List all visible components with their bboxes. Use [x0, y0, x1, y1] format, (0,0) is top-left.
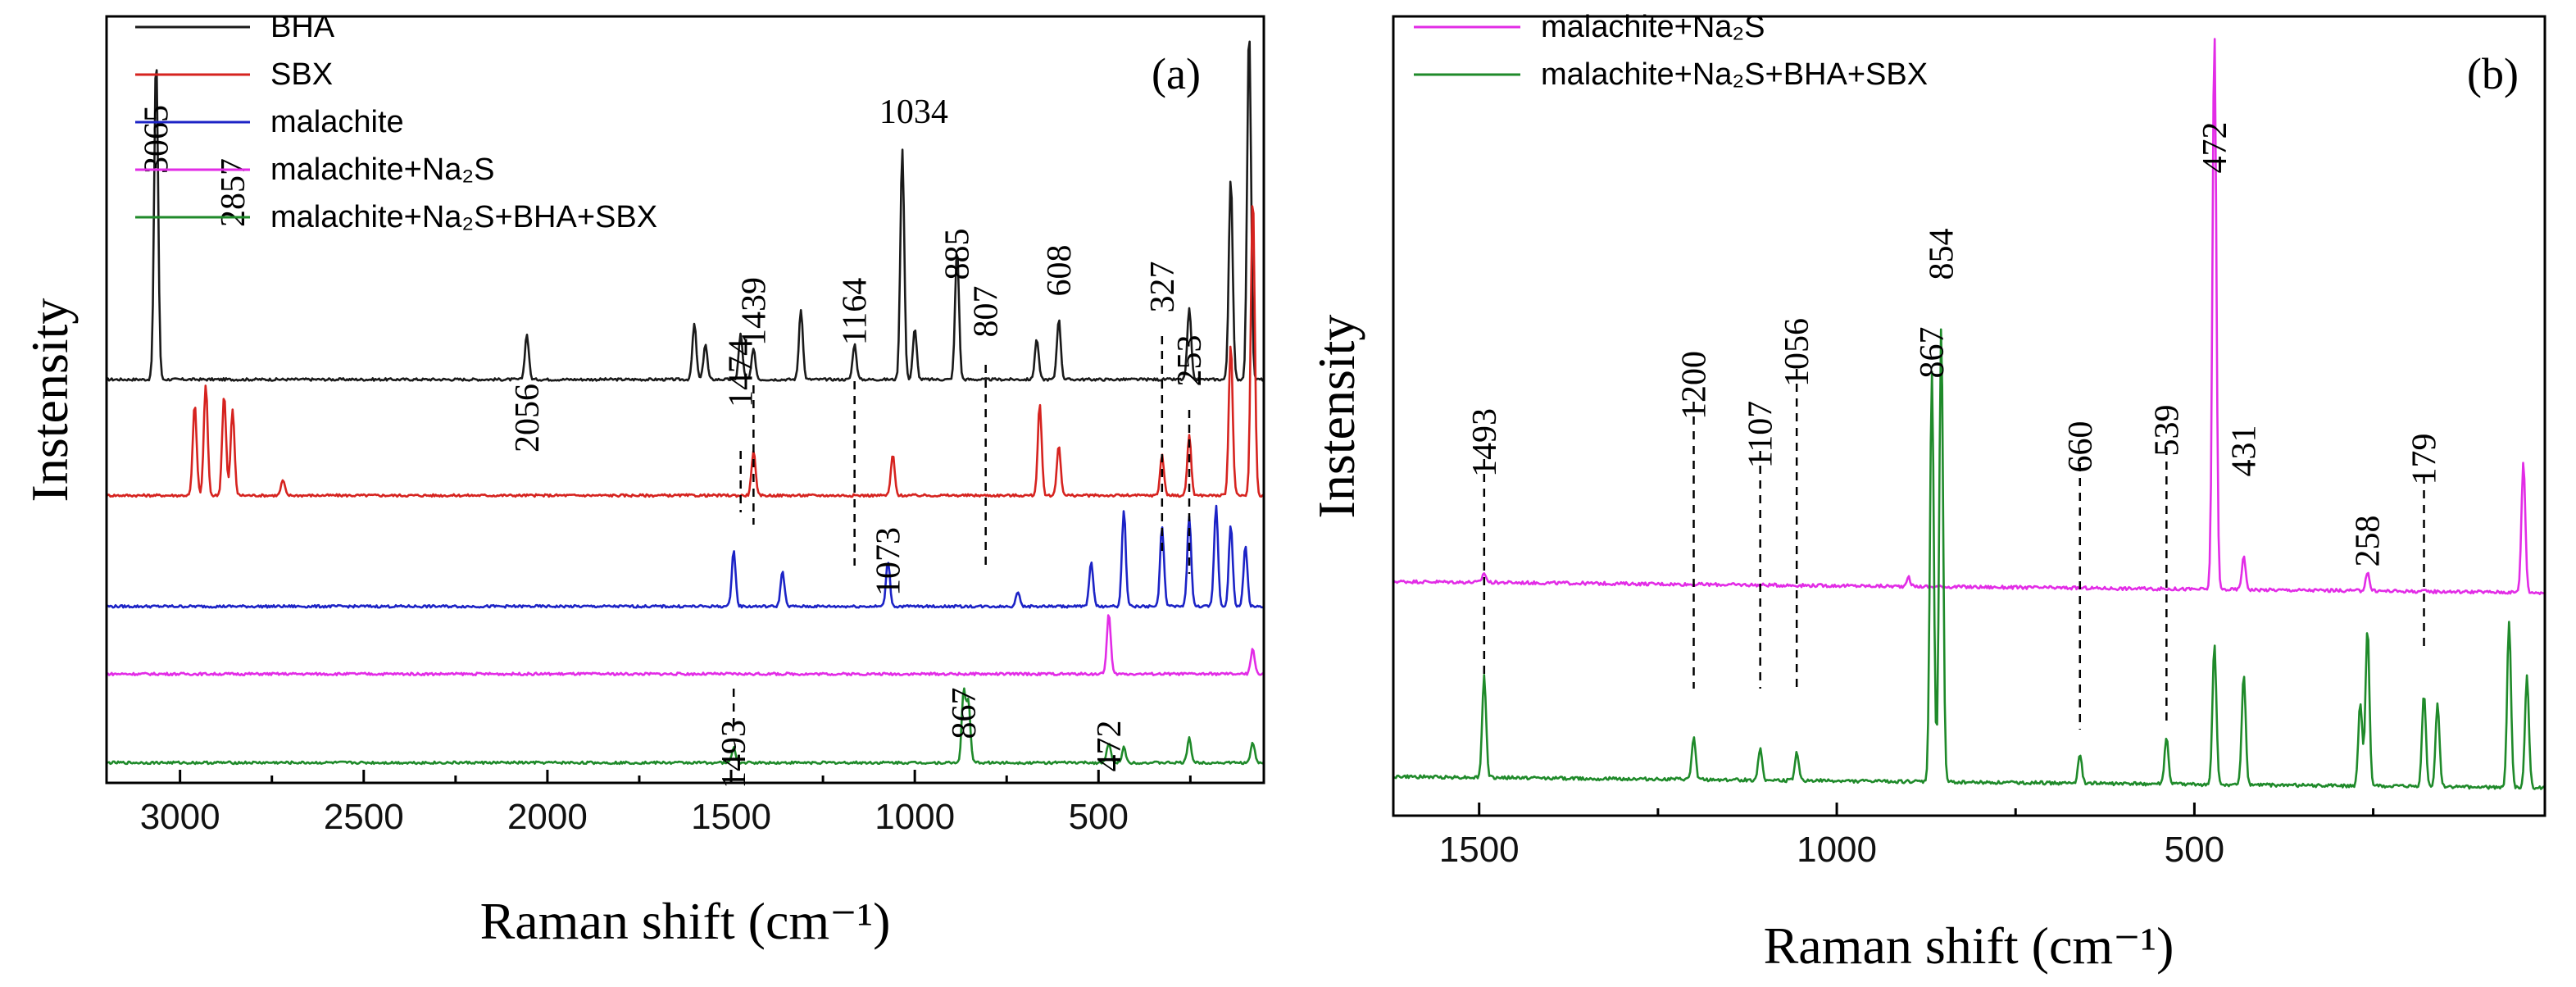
legend-label: malachite	[270, 105, 404, 139]
peak-label: 179	[2406, 434, 2444, 485]
peak-label: 1056	[1779, 318, 1816, 387]
panel-b-x-axis-label: Raman shift (cm⁻¹)	[1764, 916, 2174, 975]
series-line-sbx	[105, 205, 1265, 498]
legend-label: BHA	[270, 10, 335, 44]
panel-b-legend: malachite+Na₂S malachite+Na₂S+BHA+SBX	[1414, 10, 1928, 92]
peak-label: 253	[1171, 335, 1209, 387]
peak-label: 1439	[735, 277, 773, 346]
x-tick-label: 2500	[324, 797, 404, 837]
legend-label: malachite+Na₂S	[270, 152, 495, 187]
peak-label: 327	[1144, 262, 1182, 313]
peak-label: 1493	[716, 720, 753, 789]
peak-label: 431	[2226, 425, 2264, 477]
peak-label: 1107	[1742, 401, 1780, 468]
peak-label: 1200	[1676, 351, 1714, 420]
peak-label: 1474	[723, 339, 761, 407]
peak-label: 539	[2148, 405, 2186, 457]
peak-label: 854	[1923, 229, 1960, 280]
legend-label: SBX	[270, 57, 333, 92]
panel-b-label: (b)	[2467, 49, 2519, 98]
series-line-malachite	[106, 504, 1265, 609]
x-tick-label: 1500	[1439, 830, 1520, 870]
peak-label: 2056	[509, 384, 547, 453]
series-line-malachite-na-s-bha-sbx	[106, 687, 1265, 766]
panel-a-series-group	[105, 40, 1265, 766]
legend-label: malachite+Na₂S+BHA+SBX	[1541, 57, 1928, 92]
series-line-malachite-na-s	[1392, 38, 2546, 595]
peak-label: 807	[968, 286, 1006, 338]
x-tick-label: 3000	[140, 797, 220, 837]
panel-b-x-axis: 1500 1000 500	[1439, 803, 2375, 870]
legend-label: malachite+Na₂S	[1541, 10, 1765, 44]
panel-b-y-axis-label: Instensity	[1307, 315, 1365, 519]
peak-label: 660	[2062, 421, 2100, 473]
peak-label: 1493	[1466, 408, 1504, 477]
panel-b-annotations: 1493 1200 1107 1056 867 854 660 539 472 431 258 179	[1466, 122, 2444, 730]
panel-a-plot-frame	[105, 15, 1265, 785]
peak-label: 1164	[837, 278, 875, 345]
peak-label: 885	[939, 229, 977, 280]
chart-panel-b: 1493 1200 1107 1056 867 854 660 539 472 431 258 179…	[1307, 10, 2546, 975]
peak-label: 1034	[879, 93, 948, 131]
panel-a-label: (a)	[1152, 49, 1201, 98]
series-line-malachite-na-s-bha-sbx	[1392, 328, 2546, 790]
peak-label: 867	[1914, 327, 1951, 379]
series-line-malachite-na-s	[106, 614, 1265, 676]
peak-label: 867	[946, 688, 984, 739]
series-line-bha	[106, 40, 1265, 382]
panel-b-plot-frame	[1392, 15, 2546, 817]
x-tick-label: 500	[1069, 797, 1129, 837]
x-tick-label: 500	[2165, 830, 2224, 870]
x-tick-label: 1500	[691, 797, 771, 837]
peak-label: 608	[1041, 245, 1079, 297]
peak-label: 3065	[139, 105, 176, 174]
peak-label: 258	[2350, 516, 2387, 567]
legend-label: malachite+Na₂S+BHA+SBX	[270, 200, 657, 234]
peak-label: 472	[1091, 721, 1129, 772]
x-tick-label: 1000	[1797, 830, 1877, 870]
peak-label: 472	[2197, 122, 2234, 174]
panel-a-y-axis-label: Instensity	[20, 298, 79, 503]
peak-label: 1073	[870, 527, 907, 596]
panel-a-legend: BHA SBX malachite malachite+Na₂S malachite+N…	[135, 10, 657, 234]
panel-b-series-group	[1392, 38, 2546, 790]
x-tick-label: 1000	[875, 797, 955, 837]
x-tick-label: 2000	[507, 797, 588, 837]
panel-a-x-axis-label: Raman shift (cm⁻¹)	[480, 892, 891, 950]
panel-a-x-axis: 3000 2500 2000 1500 1000 500	[140, 770, 1192, 837]
